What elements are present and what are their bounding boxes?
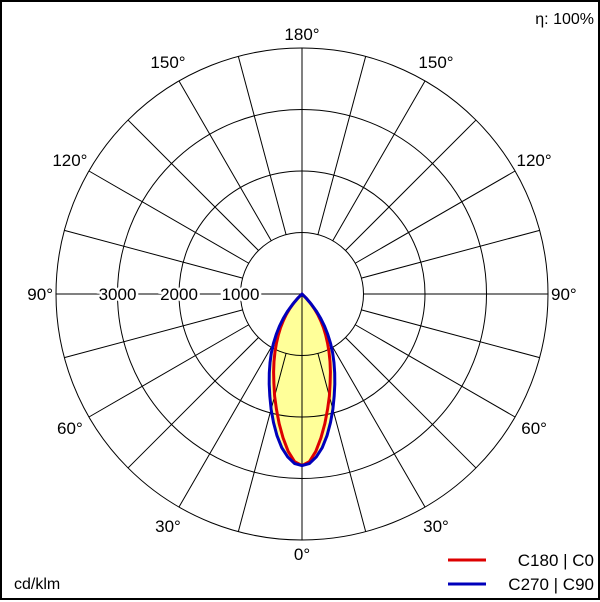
spoke-120-right [355, 170, 516, 264]
spoke-30-left [178, 347, 272, 508]
angle-label-60-right: 60° [521, 419, 547, 438]
spoke-15-right [317, 353, 367, 532]
radial-label-1000: 1000 [222, 285, 260, 304]
spoke-105-right [361, 229, 540, 279]
spoke-45-right [345, 337, 477, 469]
unit-label: cd/klm [14, 576, 60, 593]
spoke-165-right [317, 56, 367, 235]
spoke-75-right [361, 309, 540, 359]
spoke-75-left [64, 309, 243, 359]
spoke-60-left [88, 324, 249, 418]
label-layer: 0° 30° 30° 60° 60° 90° 90° 120° 120° 150° 150° 180°… [27, 25, 576, 564]
spoke-60-right [355, 324, 516, 418]
radial-label-3000: 3000 [99, 285, 137, 304]
grid-layer [55, 47, 549, 541]
spoke-120-left [88, 170, 249, 264]
angle-label-30-right: 30° [423, 517, 449, 536]
curve-c270-c90 [267, 292, 337, 468]
legend-label-c270-c90: C270 | C90 [508, 575, 594, 594]
angle-label-90-right: 90° [551, 285, 577, 304]
spoke-15-left [237, 353, 287, 532]
angle-label-90-left: 90° [27, 285, 53, 304]
efficiency-label: η: 100% [535, 11, 594, 28]
angle-label-120-left: 120° [52, 151, 87, 170]
legend-label-c180-c0: C180 | C0 [518, 551, 594, 570]
spoke-135-right [345, 119, 477, 251]
angle-label-120-right: 120° [517, 151, 552, 170]
angle-label-0-right: 0° [294, 545, 310, 564]
spoke-165-left [237, 56, 287, 235]
spoke-45-left [127, 337, 259, 469]
spoke-150-right [332, 80, 426, 241]
angle-label-150-right: 150° [418, 53, 453, 72]
spoke-150-left [178, 80, 272, 241]
spoke-30-right [332, 347, 426, 508]
angle-label-180-right: 180° [284, 25, 319, 44]
radial-label-2000: 2000 [160, 285, 198, 304]
angle-label-60-left: 60° [57, 419, 83, 438]
angle-label-150-left: 150° [150, 53, 185, 72]
spoke-105-left [64, 229, 243, 279]
curve-layer [267, 292, 337, 468]
legend: C180 | C0 C270 | C90 [448, 551, 594, 594]
angle-label-30-left: 30° [155, 517, 181, 536]
spoke-135-left [127, 119, 259, 251]
